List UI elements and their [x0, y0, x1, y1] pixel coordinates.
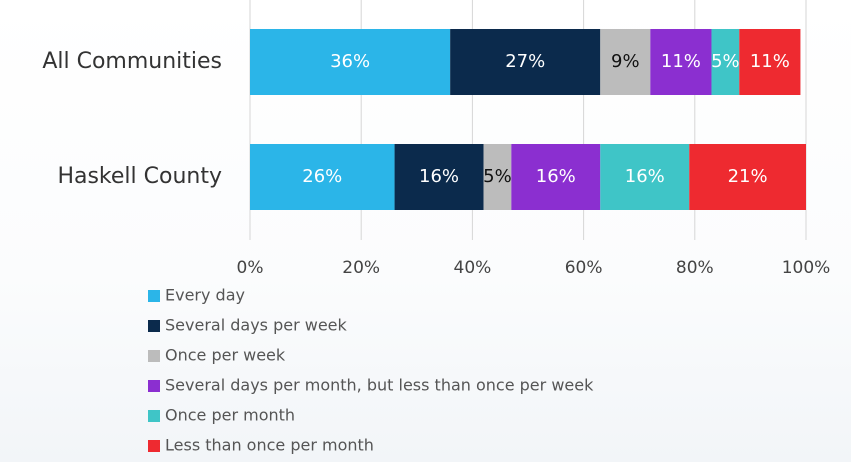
legend-swatch [148, 350, 160, 362]
legend-label: Once per week [165, 346, 286, 365]
value-label: 16% [419, 166, 459, 187]
bar-segment [650, 29, 712, 95]
x-tick-label: 60% [565, 258, 603, 278]
legend-label: Several days per week [165, 316, 348, 335]
value-label: 11% [750, 51, 790, 72]
bar-segment [600, 144, 690, 210]
bar-segment [394, 144, 484, 210]
x-tick-label: 100% [782, 258, 831, 278]
x-tick-label: 40% [454, 258, 492, 278]
legend-label: Several days per month, but less than on… [165, 376, 594, 395]
legend-swatch [148, 410, 160, 422]
x-tick-label: 80% [676, 258, 714, 278]
legend-label: Once per month [165, 406, 295, 425]
category-label: Haskell County [57, 164, 222, 189]
value-label: 9% [611, 51, 640, 72]
value-label: 16% [625, 166, 665, 187]
bar-segment [483, 144, 512, 210]
value-label: 27% [505, 51, 545, 72]
x-tick-label: 20% [342, 258, 380, 278]
legend-swatch [148, 380, 160, 392]
bar-segment [739, 29, 801, 95]
bar-segment [450, 29, 601, 95]
value-label: 16% [536, 166, 576, 187]
value-label: 11% [661, 51, 701, 72]
x-tick-label: 0% [237, 258, 264, 278]
legend-swatch [148, 440, 160, 452]
category-label: All Communities [42, 49, 222, 74]
legend-swatch [148, 320, 160, 332]
legend-label: Less than once per month [165, 436, 374, 455]
bar-segment [511, 144, 601, 210]
bar-segment [711, 29, 740, 95]
value-label: 5% [711, 51, 740, 72]
bar-segment [689, 144, 806, 210]
bar-segment [250, 29, 451, 95]
legend-label: Every day [165, 286, 245, 305]
bar-segment [250, 144, 395, 210]
value-label: 5% [483, 166, 512, 187]
value-label: 36% [330, 51, 370, 72]
value-label: 26% [302, 166, 342, 187]
bar-segment [600, 29, 651, 95]
legend-swatch [148, 290, 160, 302]
value-label: 21% [728, 166, 768, 187]
